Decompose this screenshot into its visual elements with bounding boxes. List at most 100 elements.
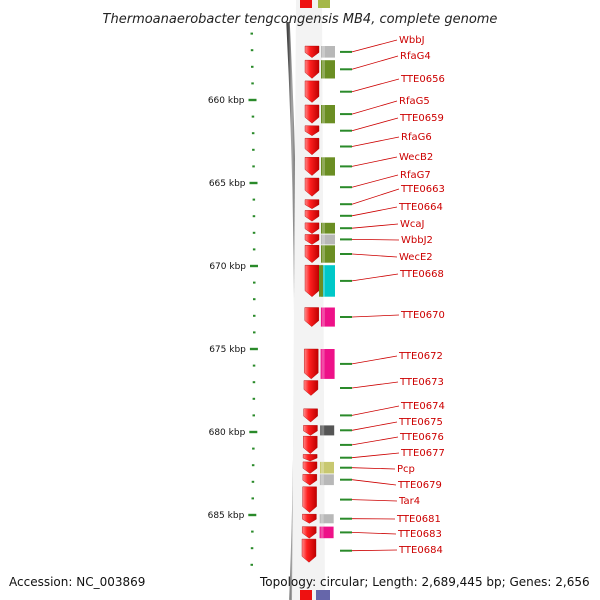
- gene-connector: [351, 499, 398, 502]
- gene-label[interactable]: TTE0683: [397, 529, 442, 540]
- gene-arrow: [304, 80, 320, 103]
- gene-label[interactable]: Pcp: [397, 464, 415, 475]
- gene-arrow: [302, 461, 318, 474]
- cog-box-highlight: [322, 222, 325, 234]
- cog-box: [321, 245, 335, 263]
- gene-label[interactable]: WbbJ2: [401, 235, 433, 246]
- gene-arrow: [303, 380, 319, 396]
- cog-box: [321, 157, 335, 176]
- gene-connector: [351, 206, 398, 217]
- gene-connector: [351, 436, 399, 446]
- gene-label[interactable]: TTE0684: [398, 545, 443, 556]
- gene-label[interactable]: TTE0675: [398, 417, 443, 428]
- scale-label: 670 kbp: [209, 262, 246, 272]
- scale-major-tick: [249, 347, 258, 351]
- gene-label[interactable]: TTE0659: [399, 113, 444, 124]
- cog-box: [321, 60, 335, 79]
- gene-label[interactable]: TTE0663: [400, 184, 445, 195]
- scale-tick: [251, 132, 255, 135]
- gene-arrow: [304, 125, 320, 136]
- gene-label[interactable]: WecB2: [399, 152, 433, 163]
- gene-label[interactable]: TTE0676: [399, 432, 444, 443]
- cog-box: [319, 514, 334, 524]
- gene-label[interactable]: WecE2: [399, 252, 433, 263]
- scale-label: 675 kbp: [209, 345, 246, 355]
- gene-connector: [351, 239, 400, 241]
- gene-connector: [351, 273, 399, 282]
- gene-connector: [351, 188, 400, 205]
- gene-label[interactable]: TTE0670: [400, 310, 445, 321]
- gene-label[interactable]: TTE0656: [400, 74, 445, 85]
- cog-box: [319, 526, 334, 539]
- gene-label[interactable]: TTE0668: [399, 269, 444, 280]
- scale-tick: [251, 530, 254, 533]
- cog-box-highlight: [321, 307, 325, 327]
- gene-label[interactable]: RfaG5: [399, 96, 430, 107]
- scale-tick: [251, 82, 254, 85]
- gene-connector: [351, 55, 399, 70]
- gene-continuation-top: [300, 0, 312, 8]
- cog-box: [320, 307, 335, 327]
- gene-label[interactable]: WcaJ: [400, 219, 424, 230]
- gene-connector: [351, 381, 399, 389]
- cog-box: [321, 234, 335, 245]
- gene-arrow: [304, 157, 320, 176]
- cog-continuation-top: [318, 0, 330, 8]
- gene-arrow: [304, 104, 320, 124]
- gene-arrow: [303, 408, 318, 423]
- scale-tick: [250, 563, 253, 566]
- gene-arrow: [303, 425, 318, 436]
- gene-label[interactable]: RfaG4: [400, 51, 431, 62]
- scale-tick: [251, 497, 254, 500]
- scale-tick: [252, 381, 256, 384]
- cog-box: [321, 46, 335, 58]
- scale-label: 660 kbp: [208, 96, 245, 106]
- scale-label: 665 kbp: [209, 179, 246, 189]
- cog-box-highlight: [322, 234, 325, 245]
- genome-summary-text: Topology: circular; Length: 2,689,445 bp…: [259, 575, 590, 589]
- accession-text: Accession: NC_003869: [9, 575, 145, 589]
- gene-connector: [351, 39, 398, 53]
- gene-label[interactable]: TTE0672: [398, 351, 443, 362]
- scale-tick: [253, 331, 256, 334]
- gene-arrow: [302, 474, 318, 486]
- gene-label[interactable]: TTE0673: [399, 377, 444, 388]
- gene-arrow: [302, 526, 317, 539]
- gene-connector: [351, 78, 400, 93]
- cog-box: [321, 222, 335, 234]
- gene-arrow: [304, 210, 320, 222]
- gene-connector: [351, 549, 398, 552]
- cog-box: [320, 349, 335, 379]
- scale-major-tick: [248, 513, 257, 517]
- cog-box: [321, 105, 335, 124]
- gene-label[interactable]: TTE0677: [400, 448, 445, 459]
- cog-box-secondary: [319, 265, 323, 297]
- gene-connector: [351, 314, 400, 318]
- gene-connector: [351, 100, 398, 115]
- gene-label[interactable]: RfaG6: [401, 132, 432, 143]
- scale-tick: [253, 281, 256, 284]
- gene-connector: [351, 421, 398, 431]
- cog-box: [320, 425, 335, 436]
- gene-label[interactable]: TTE0664: [398, 202, 443, 213]
- gene-arrow: [304, 245, 320, 263]
- gene-connector: [351, 156, 398, 167]
- gene-label[interactable]: RfaG7: [400, 170, 431, 181]
- gene-arrow: [302, 513, 317, 524]
- gene-label[interactable]: TTE0674: [400, 401, 445, 412]
- cog-box-highlight: [320, 514, 324, 524]
- gene-label[interactable]: TTE0679: [397, 480, 442, 491]
- scale-tick: [252, 215, 256, 218]
- gene-arrow: [304, 234, 320, 245]
- gene-arrow: [302, 454, 318, 462]
- scale-tick: [253, 298, 256, 301]
- gene-label[interactable]: TTE0681: [396, 514, 441, 525]
- scale-tick: [251, 464, 255, 467]
- gene-label[interactable]: WbbJ: [399, 35, 425, 46]
- gene-arrow: [304, 59, 320, 79]
- cog-box-highlight: [322, 157, 325, 176]
- scale-major-tick: [249, 181, 258, 185]
- gene-label[interactable]: Tar4: [398, 496, 420, 507]
